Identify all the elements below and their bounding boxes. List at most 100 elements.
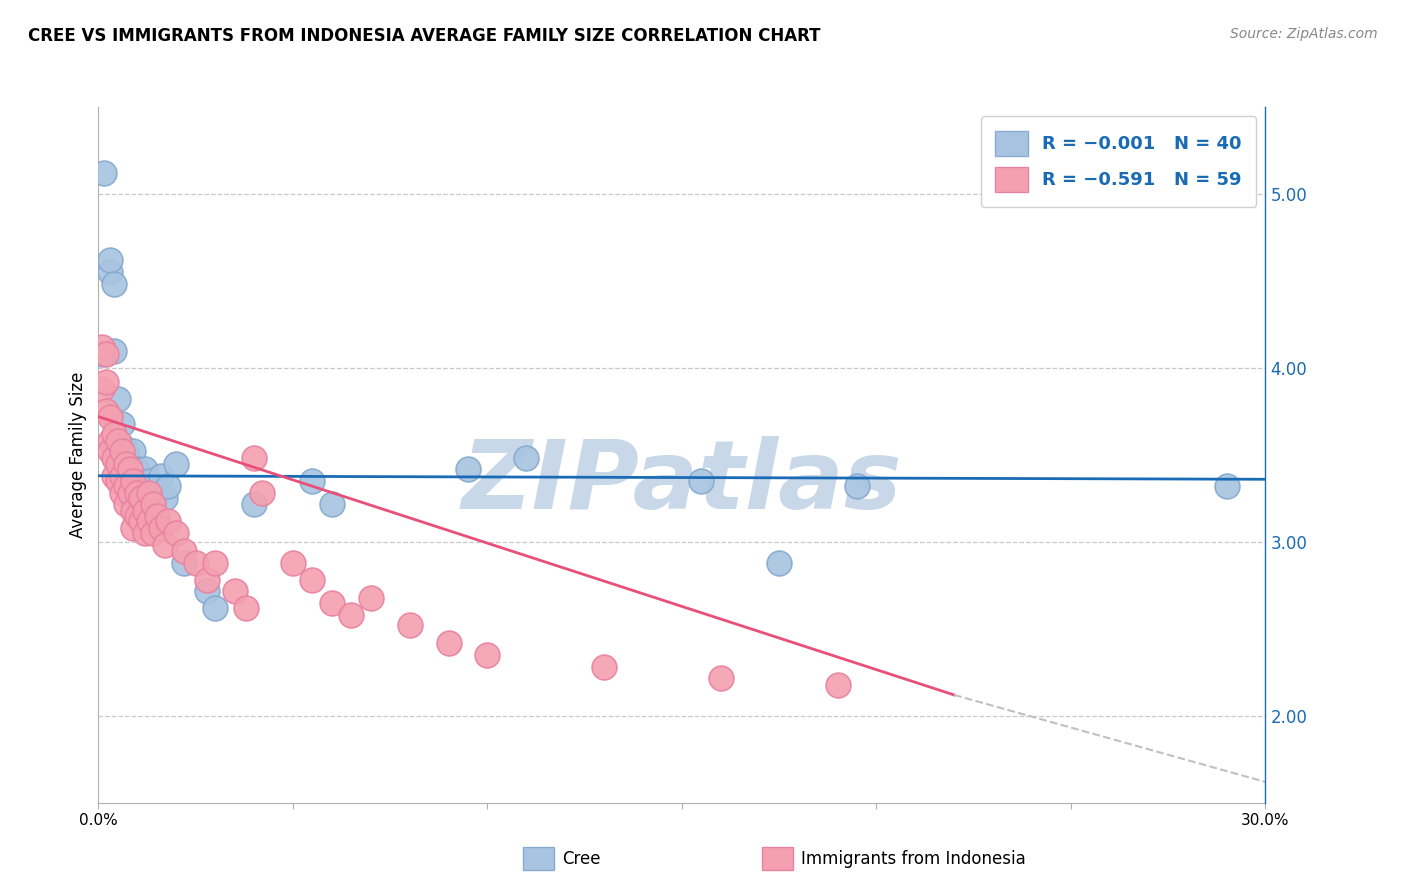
Point xyxy=(114,479,136,493)
Point xyxy=(91,340,114,354)
Point xyxy=(118,486,141,500)
Point xyxy=(114,497,136,511)
Point xyxy=(157,514,180,528)
Point xyxy=(146,508,169,523)
Point xyxy=(107,457,129,471)
Point xyxy=(98,253,121,268)
Point xyxy=(107,434,129,448)
Point xyxy=(250,486,273,500)
Point xyxy=(138,474,160,488)
Point xyxy=(103,427,125,442)
Point xyxy=(98,434,121,448)
Point xyxy=(173,543,195,558)
Point xyxy=(93,166,115,180)
Point xyxy=(827,677,849,691)
Point xyxy=(103,277,125,292)
Text: CREE VS IMMIGRANTS FROM INDONESIA AVERAGE FAMILY SIZE CORRELATION CHART: CREE VS IMMIGRANTS FROM INDONESIA AVERAG… xyxy=(28,27,821,45)
Point xyxy=(153,538,176,552)
Point xyxy=(98,409,121,424)
Point xyxy=(224,583,246,598)
Point xyxy=(129,491,152,506)
Point xyxy=(111,486,134,500)
Point xyxy=(96,375,118,389)
Point xyxy=(129,491,152,506)
Point xyxy=(142,503,165,517)
Point xyxy=(134,526,156,541)
Point xyxy=(173,556,195,570)
Point xyxy=(134,503,156,517)
Point xyxy=(768,556,790,570)
Point xyxy=(138,514,160,528)
Point xyxy=(243,451,266,466)
Point xyxy=(127,479,149,493)
Point xyxy=(114,444,136,458)
Point xyxy=(195,573,218,587)
Point xyxy=(122,444,145,458)
Point xyxy=(690,474,713,488)
Point xyxy=(98,444,121,458)
Legend: R = −0.001   N = 40, R = −0.591   N = 59: R = −0.001 N = 40, R = −0.591 N = 59 xyxy=(981,116,1257,207)
Text: Cree: Cree xyxy=(562,850,600,868)
Point xyxy=(515,451,537,466)
Point xyxy=(149,521,172,535)
Point xyxy=(142,526,165,541)
Point xyxy=(96,404,118,418)
Point xyxy=(98,265,121,279)
Point xyxy=(96,347,118,361)
Point xyxy=(127,508,149,523)
Point xyxy=(321,497,343,511)
Point xyxy=(157,479,180,493)
Point xyxy=(457,462,479,476)
Point xyxy=(118,457,141,471)
Point xyxy=(111,444,134,458)
Point xyxy=(122,468,145,483)
Point xyxy=(165,526,187,541)
Point xyxy=(129,514,152,528)
Point xyxy=(184,556,207,570)
Point xyxy=(149,468,172,483)
Point xyxy=(91,347,114,361)
Point xyxy=(195,583,218,598)
Point xyxy=(107,474,129,488)
Text: Immigrants from Indonesia: Immigrants from Indonesia xyxy=(801,850,1026,868)
Point xyxy=(1215,479,1237,493)
Point xyxy=(127,462,149,476)
Point xyxy=(91,382,114,396)
Point xyxy=(138,486,160,500)
Y-axis label: Average Family Size: Average Family Size xyxy=(69,372,87,538)
Point xyxy=(103,343,125,358)
Point xyxy=(142,479,165,493)
Point xyxy=(138,497,160,511)
Point xyxy=(122,521,145,535)
Point xyxy=(146,486,169,500)
Point xyxy=(165,457,187,471)
Point xyxy=(111,439,134,453)
Point xyxy=(321,596,343,610)
Point xyxy=(134,486,156,500)
Point xyxy=(142,497,165,511)
Point xyxy=(360,591,382,605)
Point xyxy=(846,479,869,493)
Point xyxy=(129,474,152,488)
Point xyxy=(107,392,129,407)
Point xyxy=(437,636,460,650)
Text: Source: ZipAtlas.com: Source: ZipAtlas.com xyxy=(1230,27,1378,41)
Point xyxy=(111,468,134,483)
Point xyxy=(122,503,145,517)
Point xyxy=(134,462,156,476)
Point xyxy=(243,497,266,511)
Point xyxy=(118,462,141,476)
Point xyxy=(114,457,136,471)
Point xyxy=(111,417,134,431)
Point xyxy=(235,601,257,615)
Point xyxy=(204,601,226,615)
Point xyxy=(301,474,323,488)
Point xyxy=(340,607,363,622)
Point xyxy=(398,618,420,632)
Point xyxy=(710,671,733,685)
Point xyxy=(103,468,125,483)
Point xyxy=(122,474,145,488)
Point xyxy=(477,648,499,662)
Point xyxy=(103,451,125,466)
Text: ZIPatlas: ZIPatlas xyxy=(461,436,903,529)
